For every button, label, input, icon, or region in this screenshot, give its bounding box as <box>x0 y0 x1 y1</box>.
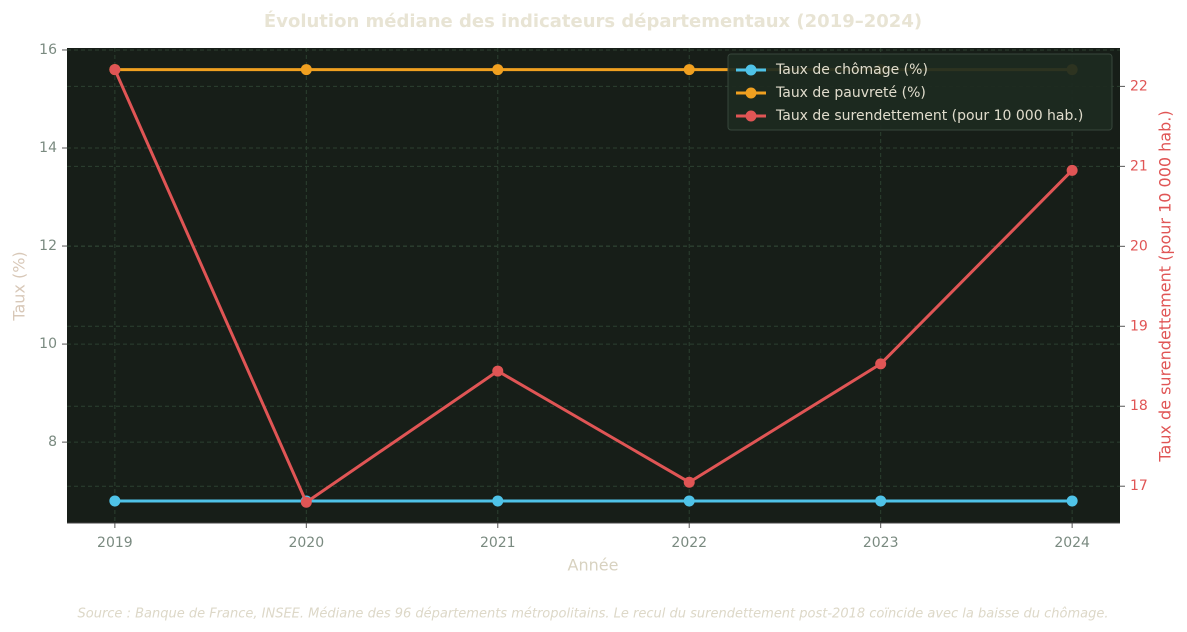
y2-tick-label: 19 <box>1130 318 1148 334</box>
legend-label: Taux de chômage (%) <box>775 62 928 78</box>
legend: Taux de chômage (%) Taux de pauvreté (%) T… <box>727 53 1113 131</box>
y2-tick-label: 22 <box>1130 78 1148 94</box>
y-tick-label: 14 <box>39 140 57 156</box>
y2-tick-label: 17 <box>1130 478 1148 494</box>
y-axis-label: Taux (%) <box>10 251 29 321</box>
data-point <box>1066 164 1078 176</box>
legend-box <box>727 53 1113 131</box>
y2-tick-label: 20 <box>1130 238 1148 254</box>
data-point <box>1066 495 1078 507</box>
legend-marker <box>745 110 757 122</box>
data-point <box>109 64 121 76</box>
x-tick-label: 2024 <box>1054 535 1090 551</box>
data-point <box>683 495 695 507</box>
x-tick-label: 2022 <box>671 535 707 551</box>
data-point <box>300 64 312 76</box>
y2-axis-label: Taux de surendettement (pour 10 000 hab.… <box>1156 110 1175 462</box>
y2-tick-label: 18 <box>1130 398 1148 414</box>
series-line <box>113 68 1074 505</box>
data-point <box>492 365 504 377</box>
chart-title: Évolution médiane des indicateurs départ… <box>264 10 922 32</box>
y2-tick-label: 21 <box>1130 158 1148 174</box>
data-point <box>492 64 504 76</box>
source-note: Source : Banque de France, INSEE. Médian… <box>78 607 1109 622</box>
y-tick-label: 10 <box>39 336 57 352</box>
x-tick-label: 2023 <box>863 535 899 551</box>
legend-label: Taux de surendettement (pour 10 000 hab.… <box>775 108 1083 124</box>
legend-label: Taux de pauvreté (%) <box>775 85 926 101</box>
data-point <box>492 495 504 507</box>
data-point <box>109 495 121 507</box>
data-point <box>300 496 312 508</box>
x-tick-label: 2020 <box>288 535 324 551</box>
x-tick-label: 2019 <box>97 535 133 551</box>
legend-marker <box>745 87 757 99</box>
data-point <box>875 495 887 507</box>
y-tick-label: 16 <box>39 42 57 58</box>
x-tick-label: 2021 <box>480 535 516 551</box>
data-point <box>683 64 695 76</box>
y-tick-label: 12 <box>39 238 57 254</box>
y-tick-label: 8 <box>48 434 57 450</box>
legend-marker <box>745 64 757 76</box>
x-axis-label: Année <box>568 556 619 575</box>
data-point <box>683 476 695 488</box>
data-point <box>875 358 887 370</box>
